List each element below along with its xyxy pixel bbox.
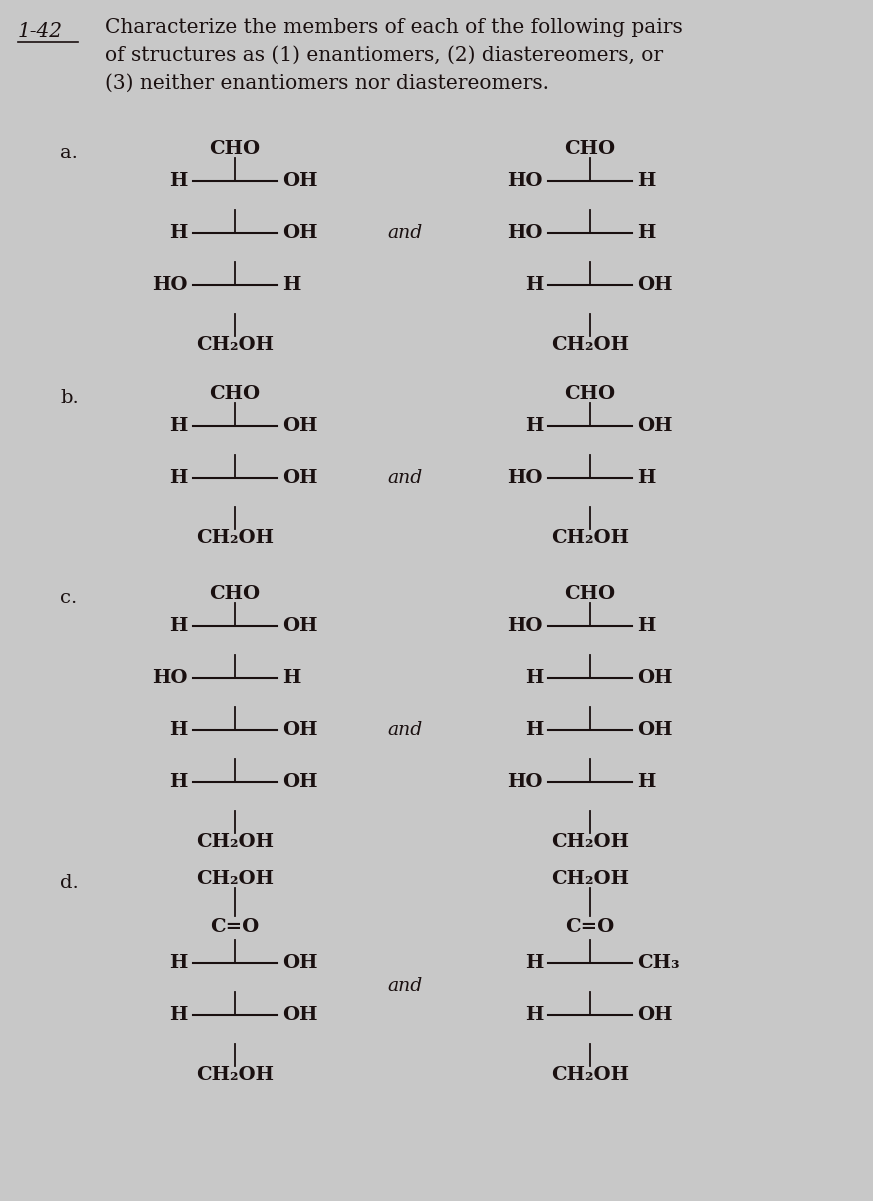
Text: HO: HO	[507, 470, 543, 488]
Text: H: H	[169, 470, 188, 488]
Text: H: H	[169, 225, 188, 243]
Text: CH₂OH: CH₂OH	[196, 528, 274, 546]
Text: and: and	[388, 470, 423, 488]
Text: C=O: C=O	[566, 918, 615, 936]
Text: 1-42: 1-42	[18, 22, 63, 41]
Text: HO: HO	[507, 173, 543, 191]
Text: c.: c.	[60, 588, 77, 607]
Text: H: H	[169, 173, 188, 191]
Text: OH: OH	[282, 418, 318, 436]
Text: CHO: CHO	[210, 141, 260, 159]
Text: CHO: CHO	[210, 386, 260, 404]
Text: H: H	[525, 722, 543, 740]
Text: H: H	[525, 669, 543, 687]
Text: H: H	[525, 418, 543, 436]
Text: HO: HO	[153, 669, 188, 687]
Text: H: H	[525, 276, 543, 294]
Text: H: H	[637, 225, 656, 243]
Text: OH: OH	[282, 173, 318, 191]
Text: OH: OH	[282, 470, 318, 488]
Text: CH₂OH: CH₂OH	[196, 336, 274, 354]
Text: H: H	[525, 955, 543, 973]
Text: and: and	[388, 225, 423, 243]
Text: CHO: CHO	[565, 386, 615, 404]
Text: H: H	[282, 276, 300, 294]
Text: CH₂OH: CH₂OH	[196, 1066, 274, 1085]
Text: OH: OH	[282, 617, 318, 635]
Text: CH₃: CH₃	[637, 955, 679, 973]
Text: H: H	[169, 955, 188, 973]
Text: CHO: CHO	[210, 585, 260, 603]
Text: CHO: CHO	[565, 141, 615, 159]
Text: H: H	[169, 418, 188, 436]
Text: OH: OH	[282, 955, 318, 973]
Text: C=O: C=O	[210, 918, 259, 936]
Text: CH₂OH: CH₂OH	[551, 870, 629, 888]
Text: d.: d.	[60, 874, 79, 892]
Text: b.: b.	[60, 389, 79, 407]
Text: CH₂OH: CH₂OH	[551, 833, 629, 852]
Text: H: H	[282, 669, 300, 687]
Text: CH₂OH: CH₂OH	[551, 336, 629, 354]
Text: OH: OH	[637, 669, 672, 687]
Text: OH: OH	[282, 225, 318, 243]
Text: HO: HO	[153, 276, 188, 294]
Text: OH: OH	[637, 418, 672, 436]
Text: H: H	[525, 1006, 543, 1024]
Text: OH: OH	[637, 722, 672, 740]
Text: a.: a.	[60, 144, 78, 162]
Text: HO: HO	[507, 617, 543, 635]
Text: OH: OH	[282, 773, 318, 791]
Text: CH₂OH: CH₂OH	[551, 1066, 629, 1085]
Text: Characterize the members of each of the following pairs
of structures as (1) ena: Characterize the members of each of the …	[105, 18, 683, 92]
Text: and: and	[388, 722, 423, 740]
Text: HO: HO	[507, 225, 543, 243]
Text: H: H	[169, 722, 188, 740]
Text: H: H	[169, 1006, 188, 1024]
Text: H: H	[169, 617, 188, 635]
Text: H: H	[637, 617, 656, 635]
Text: CHO: CHO	[565, 585, 615, 603]
Text: H: H	[169, 773, 188, 791]
Text: CH₂OH: CH₂OH	[551, 528, 629, 546]
Text: H: H	[637, 470, 656, 488]
Text: and: and	[388, 976, 423, 994]
Text: OH: OH	[282, 722, 318, 740]
Text: CH₂OH: CH₂OH	[196, 870, 274, 888]
Text: OH: OH	[637, 276, 672, 294]
Text: HO: HO	[507, 773, 543, 791]
Text: CH₂OH: CH₂OH	[196, 833, 274, 852]
Text: OH: OH	[282, 1006, 318, 1024]
Text: H: H	[637, 773, 656, 791]
Text: H: H	[637, 173, 656, 191]
Text: OH: OH	[637, 1006, 672, 1024]
